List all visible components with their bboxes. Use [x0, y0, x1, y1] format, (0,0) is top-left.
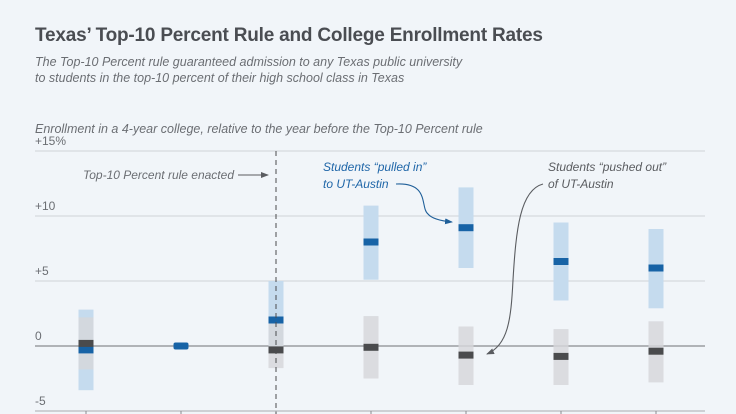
y-tick-label: -5: [35, 394, 46, 408]
pushed-out-mean-marker: [553, 352, 569, 360]
pulled-in-mean-marker: [363, 238, 379, 246]
pushed-out-mean-marker: [648, 347, 664, 355]
annotation-rule-enacted: Top-10 Percent rule enacted: [83, 168, 234, 182]
annotation-pulled-in-arrow: [395, 183, 453, 225]
pulled-in-mean-marker: [268, 316, 284, 324]
chart-subtitle: The Top-10 Percent rule guaranteed admis…: [35, 54, 515, 86]
pulled-in-mean-marker: [458, 224, 474, 232]
annotation-pulled-in-line-1: Students “pulled in”: [323, 160, 427, 174]
pushed-out-mean-marker: [458, 351, 474, 359]
annotation-pulled-in-line-2: to UT-Austin: [323, 177, 389, 191]
chart-title: Texas’ Top-10 Percent Rule and College E…: [35, 25, 543, 46]
subtitle-line-2: to students in the top-10 percent of the…: [35, 71, 405, 85]
annotation-pushed-out-arrow: [486, 183, 544, 355]
pulled-in-mean-marker: [648, 264, 664, 272]
pushed-out-mean-marker: [78, 339, 94, 347]
annotation-pushed-out-line-1: Students “pushed out”: [548, 160, 667, 174]
data-marks: [78, 187, 664, 391]
pulled-in-mean-marker: [553, 258, 569, 265]
y-tick-label: 0: [35, 329, 42, 343]
x-axis: [85, 411, 657, 414]
y-tick-labels: +15% +10 +5 0 -5: [35, 134, 66, 408]
pushed-out-mean-marker: [363, 343, 379, 351]
annotation-pushed-out-line-2: of UT-Austin: [548, 177, 614, 191]
pulled-in-mean-marker: [78, 346, 94, 354]
y-tick-label: +10: [35, 199, 56, 213]
y-tick-label: +15%: [35, 134, 66, 148]
y-tick-label: +5: [35, 264, 49, 278]
pulled-in-mean-marker: [173, 342, 189, 350]
y-axis-label: Enrollment in a 4-year college, relative…: [35, 122, 483, 136]
pushed-out-ci-bar: [268, 322, 284, 369]
subtitle-line-1: The Top-10 Percent rule guaranteed admis…: [35, 55, 463, 69]
